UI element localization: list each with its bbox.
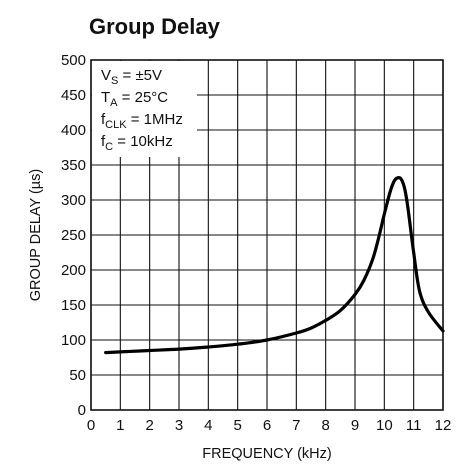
x-tick-label: 1 [116, 417, 124, 434]
y-tick-label: 450 [61, 87, 86, 104]
conditions-background [92, 61, 197, 157]
y-tick-label: 250 [61, 227, 86, 244]
y-tick-label: 500 [61, 52, 86, 69]
y-tick-label: 200 [61, 262, 86, 279]
x-tick-label: 9 [351, 417, 359, 434]
y-axis-label: GROUP DELAY (µs) [28, 169, 44, 301]
condition-line: TA = 25°C [101, 89, 168, 109]
y-tick-label: 150 [61, 297, 86, 314]
y-tick-label: 400 [61, 122, 86, 139]
x-tick-label: 7 [292, 417, 300, 434]
x-tick-label: 3 [175, 417, 183, 434]
x-tick-label: 5 [233, 417, 241, 434]
y-tick-label: 300 [61, 192, 86, 209]
y-tick-label: 0 [78, 402, 86, 419]
condition-line: VS = ±5V [101, 67, 162, 87]
chart-title: Group Delay [89, 14, 221, 39]
x-tick-label: 2 [145, 417, 153, 434]
x-axis-label: FREQUENCY (kHz) [202, 446, 331, 462]
x-tick-label: 6 [263, 417, 271, 434]
plot-frame [90, 59, 444, 411]
x-tick-label: 0 [87, 417, 95, 434]
y-tick-label: 50 [69, 367, 86, 384]
x-tick-label: 10 [376, 417, 393, 434]
x-tick-label: 4 [204, 417, 212, 434]
x-tick-label: 12 [435, 417, 452, 434]
y-tick-label: 100 [61, 332, 86, 349]
condition-line: fCLK = 1MHz [101, 111, 183, 131]
y-tick-labels: 0 50 100 150 200 250 300 350 400 450 500 [61, 52, 86, 419]
x-tick-label: 8 [321, 417, 329, 434]
x-tick-label: 11 [406, 417, 422, 434]
group-delay-series-line [104, 176, 445, 355]
x-tick-labels: 0 1 2 3 4 5 6 7 8 9 10 11 12 [87, 417, 452, 434]
condition-line: fC = 10kHz [101, 133, 173, 153]
y-tick-label: 350 [61, 157, 86, 174]
